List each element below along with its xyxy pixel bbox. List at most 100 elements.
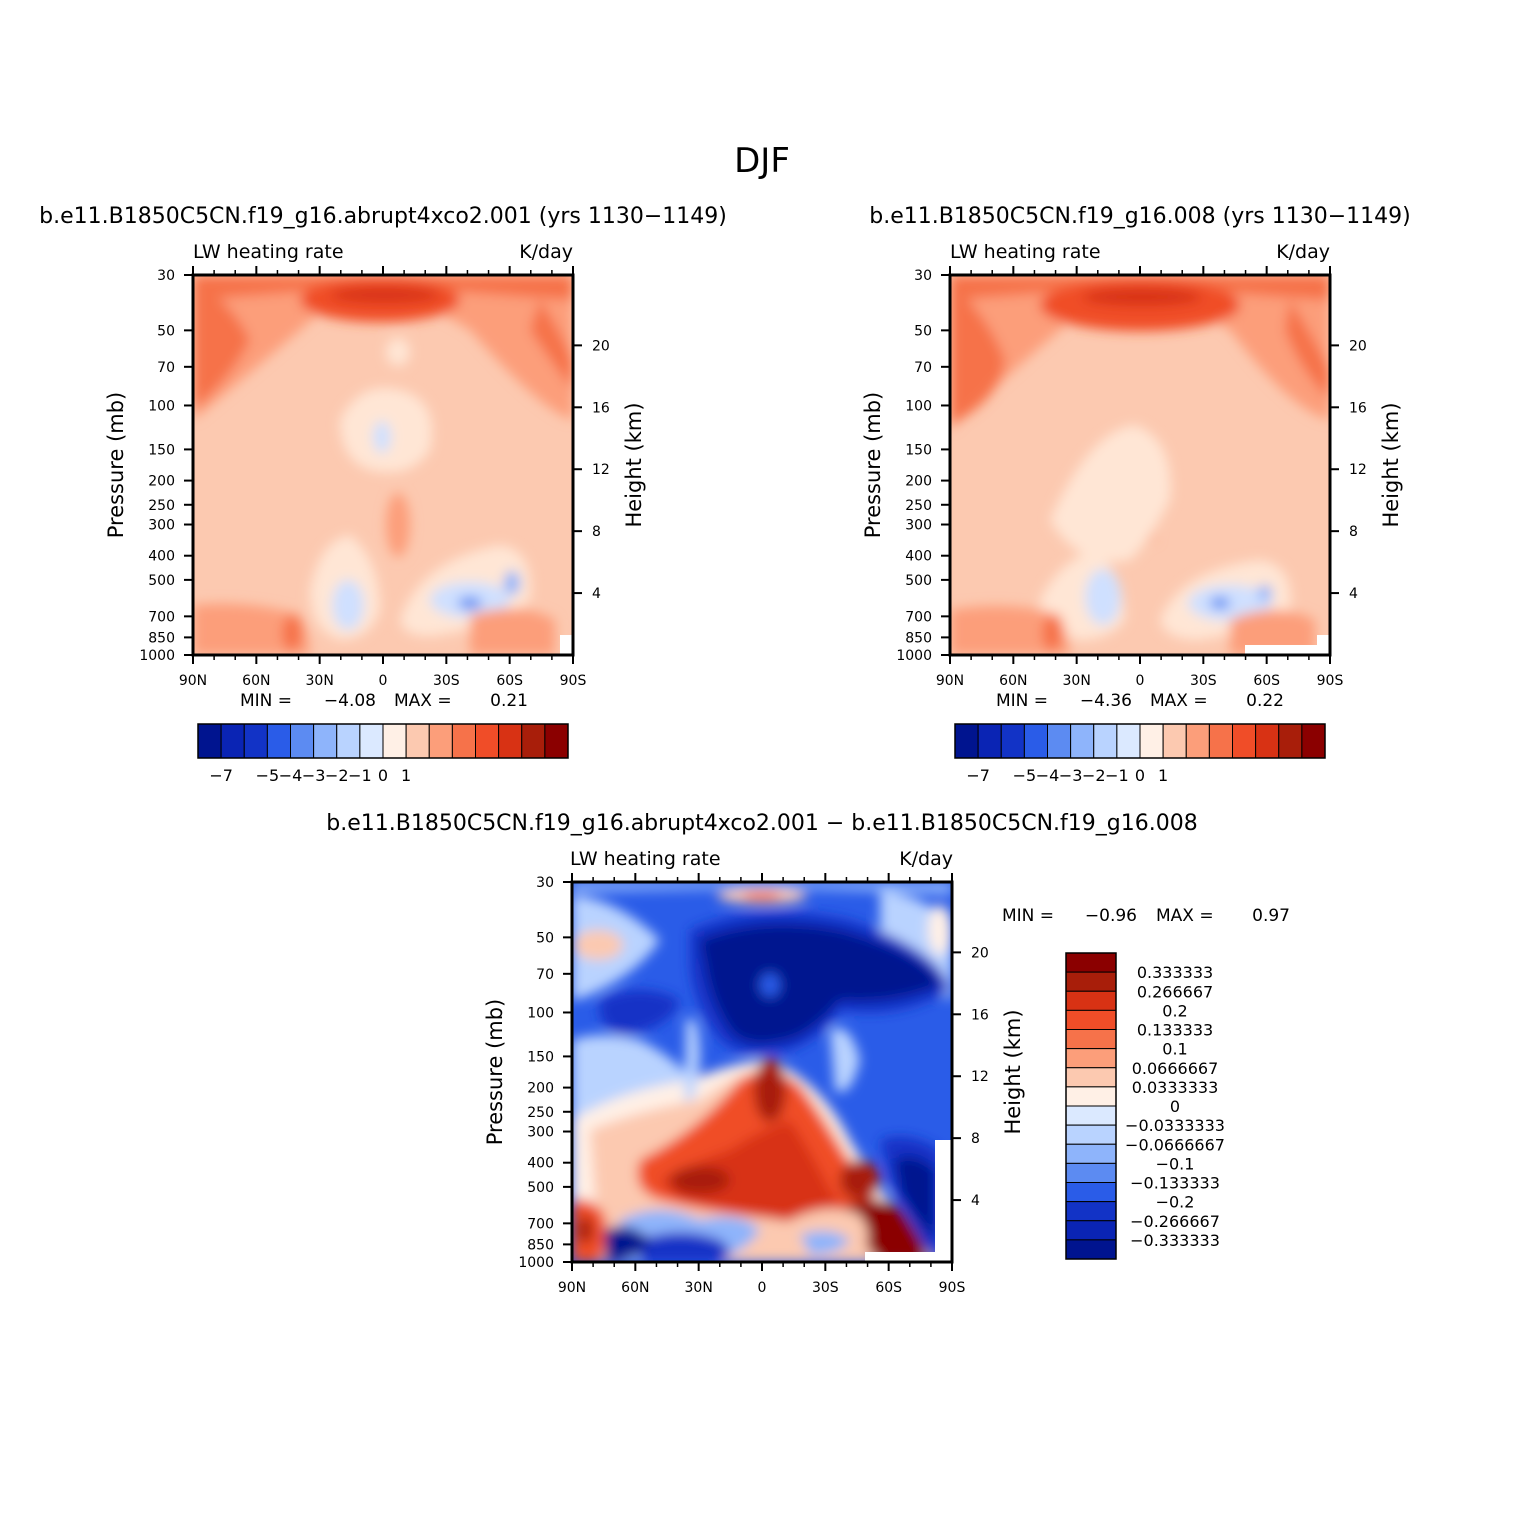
colorbar-label: 0.133333 — [1137, 1021, 1213, 1040]
colorbar-label: −2 — [1082, 766, 1106, 785]
variable-label: LW heating rate — [950, 241, 1101, 263]
colorbar-swatch — [1065, 1009, 1117, 1030]
y-tick-label: 100 — [905, 398, 932, 414]
colorbar-swatch — [1232, 723, 1257, 759]
y-tick-label: 1000 — [139, 648, 175, 664]
colorbar-label: −3 — [302, 766, 326, 785]
colorbar-label: 0.333333 — [1137, 963, 1213, 982]
y-tick-label: 50 — [157, 323, 175, 339]
colorbar-swatch — [498, 723, 523, 759]
contour-field — [193, 275, 573, 655]
colorbar-swatch — [1000, 723, 1025, 759]
y2-tick-label: 20 — [1349, 338, 1367, 354]
colorbar-frame — [954, 723, 1326, 759]
figure-title: DJF — [734, 141, 790, 181]
colorbar-swatch — [521, 723, 546, 759]
colorbar-swatch — [954, 723, 979, 759]
y-tick-label: 500 — [527, 1180, 554, 1196]
colorbar-swatch — [451, 723, 476, 759]
colorbar-label: −0.266667 — [1130, 1212, 1220, 1231]
x-tick-label: 90S — [939, 1280, 966, 1296]
min-value: −4.36 — [1080, 691, 1132, 711]
y2-tick-label: 12 — [971, 1069, 989, 1085]
colorbar-swatch — [1047, 723, 1072, 759]
colorbar-label: −5 — [1013, 766, 1037, 785]
units-label: K/day — [519, 241, 573, 263]
colorbar-label: −0.1 — [1156, 1154, 1195, 1173]
x-tick-label: 60N — [242, 673, 270, 689]
colorbar-label: 1 — [1158, 766, 1168, 785]
y2-axis-label: Height (km) — [1379, 402, 1403, 527]
colorbar-label: −1 — [1105, 766, 1129, 785]
y-tick-label: 300 — [527, 1125, 554, 1141]
units-label: K/day — [1276, 241, 1330, 263]
colorbar-label: 0.1 — [1162, 1040, 1187, 1059]
contour-field — [572, 882, 952, 1262]
x-tick-label: 0 — [758, 1280, 767, 1296]
x-tick-label: 60N — [999, 673, 1027, 689]
y-tick-label: 50 — [536, 930, 554, 946]
colorbar-swatch — [1065, 1086, 1117, 1107]
colorbar-swatch — [1116, 723, 1141, 759]
y-tick-label: 200 — [527, 1081, 554, 1097]
max-value: 0.21 — [490, 691, 528, 711]
y-tick-label: 300 — [148, 518, 175, 534]
y-tick-label: 700 — [527, 1216, 554, 1232]
colorbar-swatch — [220, 723, 245, 759]
colorbar-swatch — [290, 723, 315, 759]
colorbar-swatch — [1255, 723, 1280, 759]
colorbar-swatch — [1065, 952, 1117, 973]
panel-title: b.e11.B1850C5CN.f19_g16.abrupt4xco2.001 … — [39, 204, 727, 229]
colorbar-label: 1 — [401, 766, 411, 785]
x-tick-label: 30N — [306, 673, 334, 689]
colorbar-swatch — [313, 723, 338, 759]
y-tick-label: 70 — [914, 360, 932, 376]
y-tick-label: 700 — [905, 609, 932, 625]
colorbar-label: 0 — [378, 766, 388, 785]
panel-difference: b.e11.B1850C5CN.f19_g16.abrupt4xco2.001 … — [326, 811, 1290, 1296]
y-tick-label: 100 — [527, 1005, 554, 1021]
colorbar-swatch — [1139, 723, 1164, 759]
y-tick-label: 1000 — [518, 1255, 554, 1271]
colorbar-swatch — [475, 723, 500, 759]
colorbar-swatch — [1065, 1162, 1117, 1183]
y-tick-label: 30 — [914, 268, 932, 284]
y2-tick-label: 4 — [971, 1193, 980, 1209]
colorbar-label: −0.2 — [1156, 1193, 1195, 1212]
x-tick-label: 30N — [685, 1280, 713, 1296]
colorbar-swatch — [243, 723, 268, 759]
colorbar-label: −0.133333 — [1130, 1174, 1220, 1193]
y-tick-label: 70 — [536, 967, 554, 983]
x-tick-label: 30S — [812, 1280, 839, 1296]
min-label: MIN = — [996, 691, 1048, 711]
min-value: −0.96 — [1085, 906, 1137, 926]
panel-title: b.e11.B1850C5CN.f19_g16.abrupt4xco2.001 … — [326, 811, 1197, 836]
y-tick-label: 50 — [914, 323, 932, 339]
max-value: 0.22 — [1246, 691, 1284, 711]
y2-tick-label: 16 — [1349, 400, 1367, 416]
colorbar-label: −7 — [966, 766, 990, 785]
y-tick-label: 250 — [905, 498, 932, 514]
y2-tick-label: 20 — [971, 945, 989, 961]
y-tick-label: 400 — [527, 1156, 554, 1172]
y2-tick-label: 12 — [1349, 462, 1367, 478]
colorbar-swatch — [428, 723, 453, 759]
y-tick-label: 250 — [148, 498, 175, 514]
y-tick-label: 70 — [157, 360, 175, 376]
colorbar-label: −2 — [325, 766, 349, 785]
y-axis-label: Pressure (mb) — [483, 999, 507, 1146]
x-tick-label: 60S — [1253, 673, 1280, 689]
max-label: MAX = — [1156, 906, 1214, 926]
colorbar-frame — [197, 723, 569, 759]
y-tick-label: 500 — [148, 573, 175, 589]
colorbar-label: −7 — [209, 766, 233, 785]
colorbar-swatch — [1065, 1105, 1117, 1126]
colorbar-label: −3 — [1059, 766, 1083, 785]
colorbar-swatch — [382, 723, 407, 759]
min-label: MIN = — [240, 691, 292, 711]
colorbar-label: 0.0666667 — [1132, 1059, 1219, 1078]
colorbar-frame — [1065, 952, 1117, 1260]
max-label: MAX = — [1150, 691, 1208, 711]
colorbar-label: 0.2 — [1162, 1001, 1187, 1020]
colorbar-swatch — [1065, 1182, 1117, 1203]
